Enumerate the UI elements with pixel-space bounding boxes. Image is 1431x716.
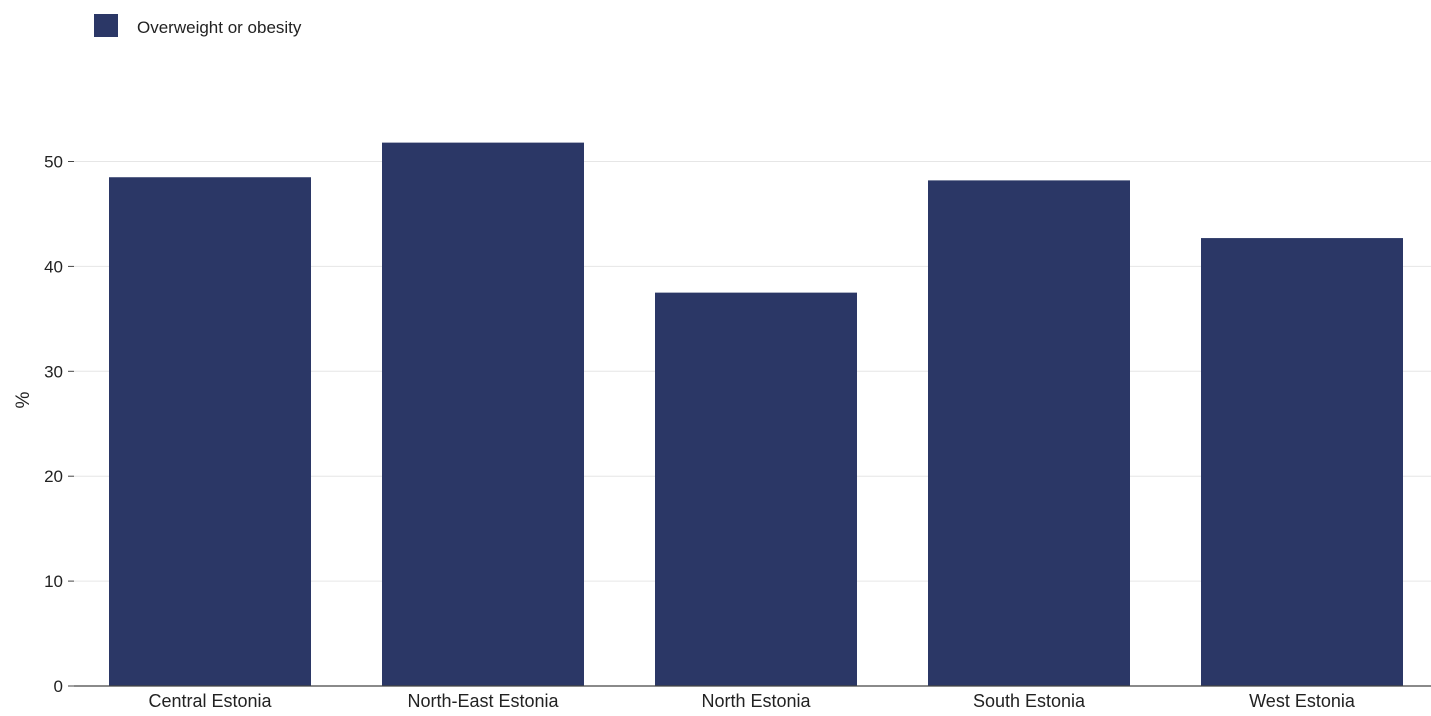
y-tick-label: 10: [44, 572, 63, 591]
bar: [1201, 238, 1403, 686]
x-tick-label: Central Estonia: [148, 691, 272, 711]
bar: [928, 180, 1130, 686]
y-axis-label: %: [13, 391, 34, 408]
y-axis-ticks: 0 10 20 30 40 50: [44, 153, 74, 696]
x-tick-label: South Estonia: [973, 691, 1086, 711]
x-axis-ticks: Central Estonia North-East Estonia North E…: [148, 691, 1355, 711]
x-tick-label: West Estonia: [1249, 691, 1356, 711]
y-tick-label: 40: [44, 257, 63, 276]
bar: [382, 142, 584, 687]
y-tick-label: 30: [44, 362, 63, 381]
bar: [655, 292, 857, 686]
legend-swatch: [94, 14, 118, 37]
bar: [109, 177, 311, 687]
x-tick-label: North-East Estonia: [407, 691, 559, 711]
y-tick-label: 0: [54, 677, 63, 696]
bars: [109, 142, 1403, 687]
legend: Overweight or obesity: [94, 14, 302, 37]
legend-label: Overweight or obesity: [137, 18, 302, 37]
y-tick-label: 20: [44, 467, 63, 486]
y-tick-label: 50: [44, 153, 63, 172]
x-tick-label: North Estonia: [701, 691, 811, 711]
